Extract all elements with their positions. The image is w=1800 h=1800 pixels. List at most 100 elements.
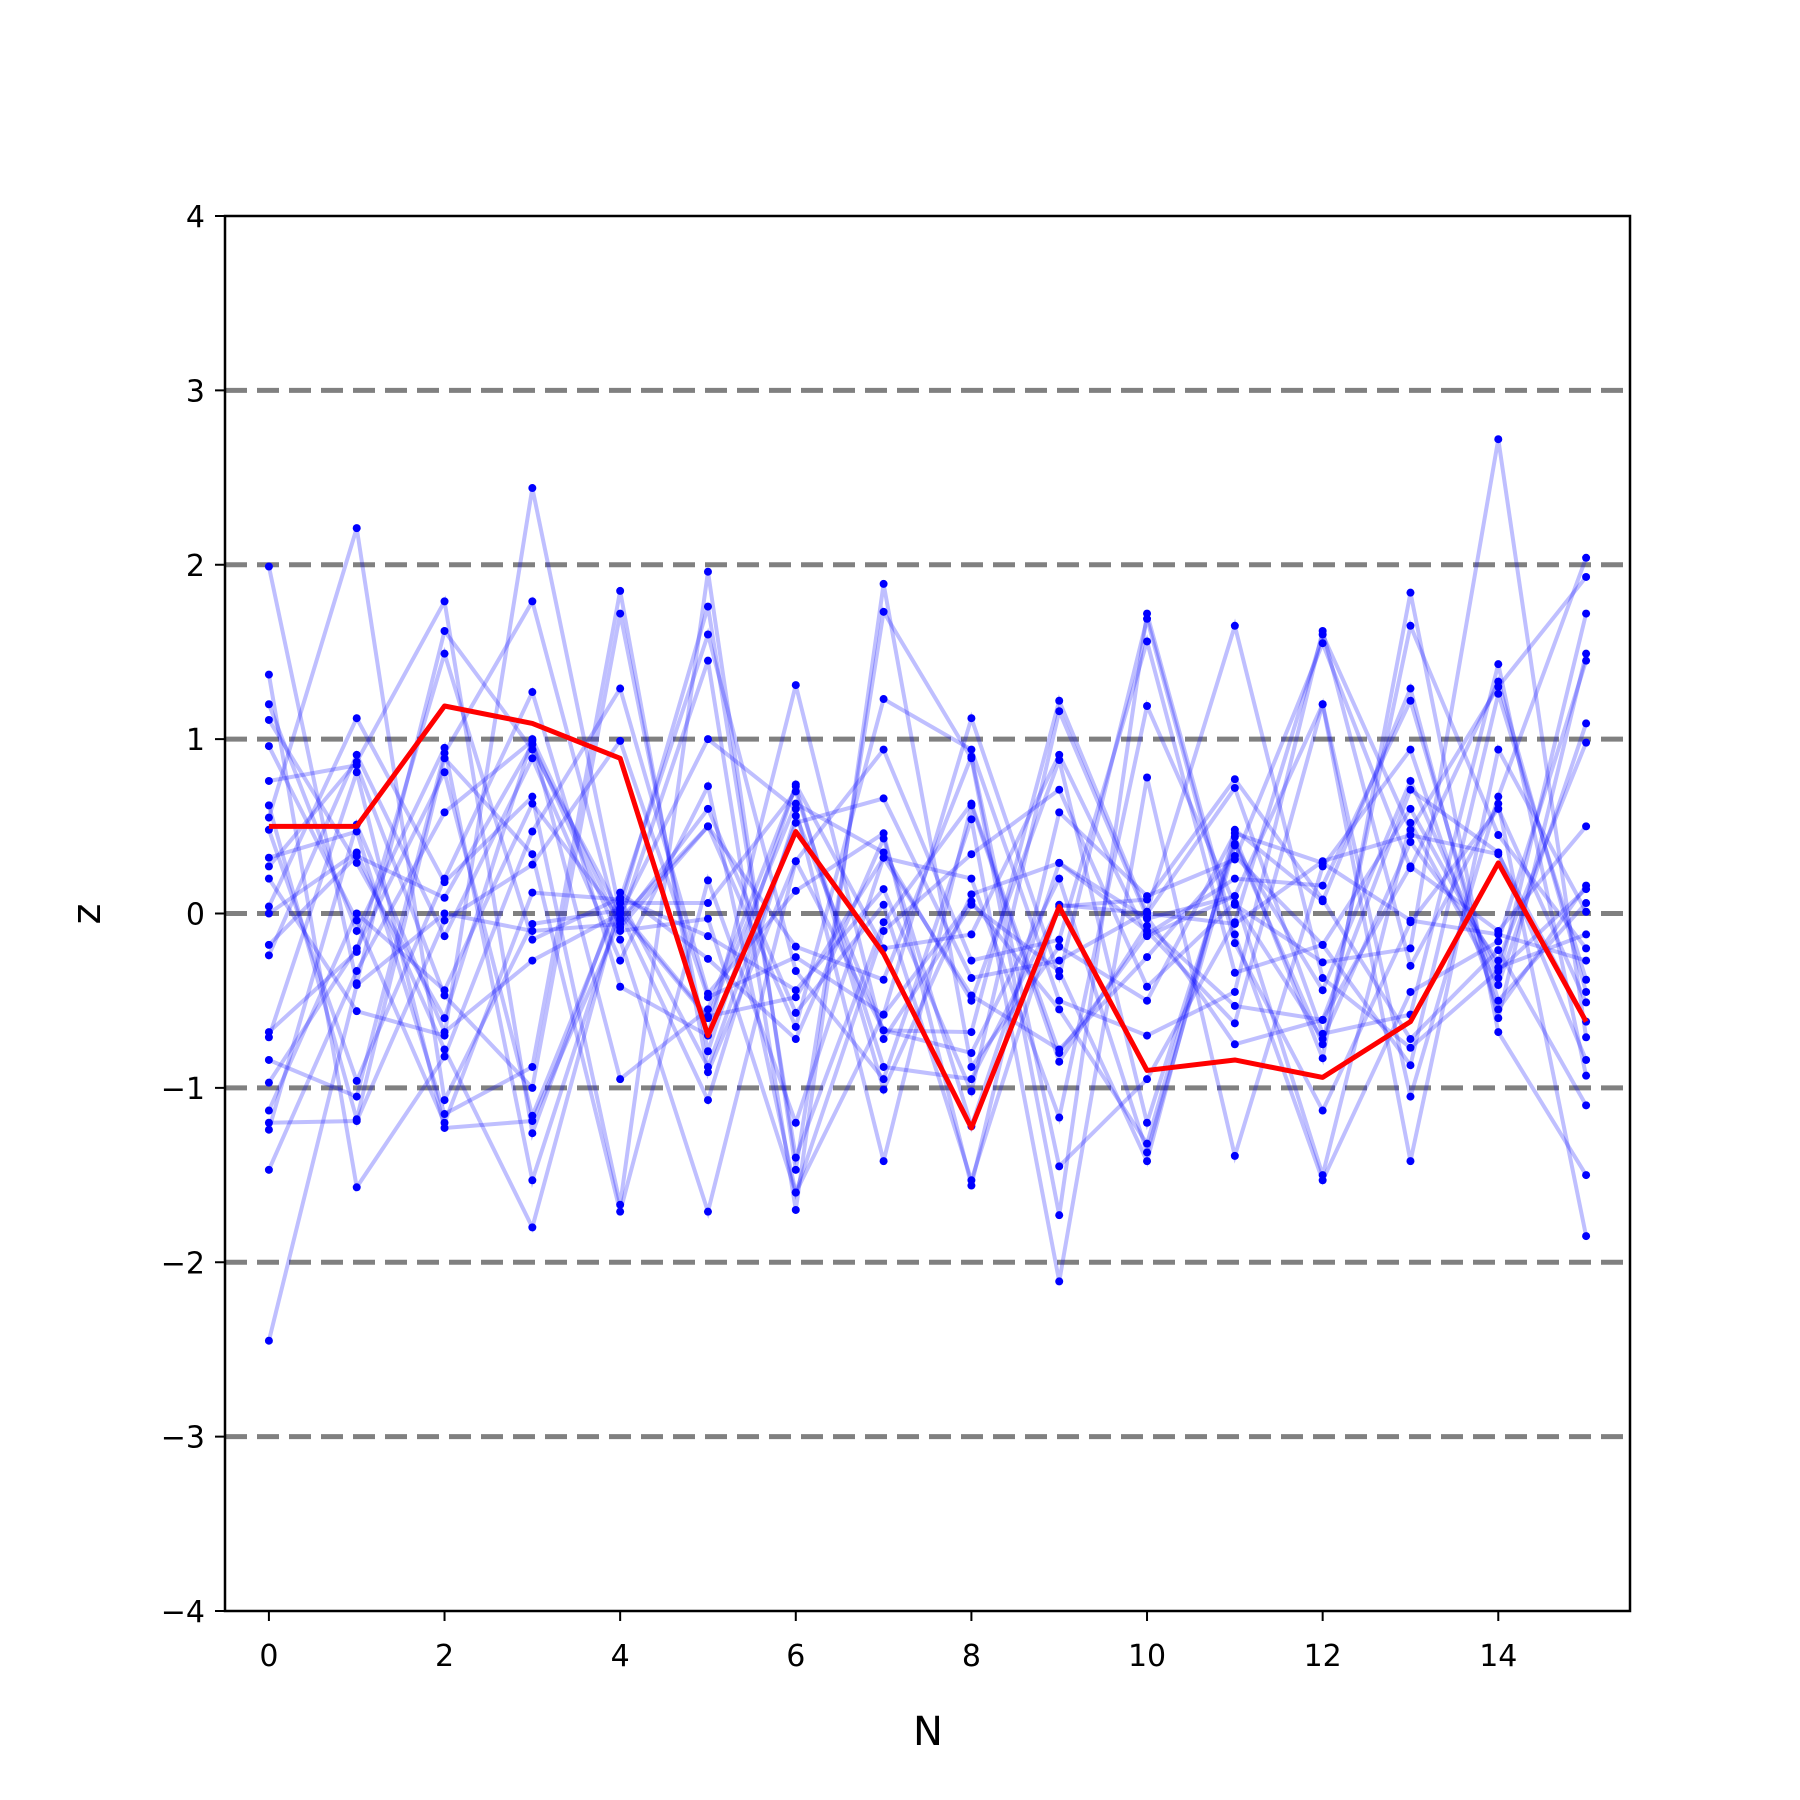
background-series-point (1406, 696, 1415, 705)
background-series-point (1406, 1092, 1415, 1101)
background-series-point (879, 579, 888, 588)
background-series-point (264, 1055, 273, 1064)
background-series-point (616, 609, 625, 618)
background-series-point (703, 1096, 712, 1105)
background-series-point (352, 1183, 361, 1192)
background-series-point (1230, 783, 1239, 792)
background-series-point (440, 1110, 449, 1119)
background-series-point (967, 874, 976, 883)
background-series-point (791, 804, 800, 813)
background-series-point (616, 736, 625, 745)
background-series-point (1055, 942, 1064, 951)
y-tick-label: 4 (186, 200, 205, 235)
background-series-point (791, 1153, 800, 1162)
background-series-point (791, 986, 800, 995)
background-series-point (528, 935, 537, 944)
x-tick-label: 2 (435, 1639, 454, 1674)
background-series-point (1055, 750, 1064, 759)
background-series-point (264, 1078, 273, 1087)
background-series-point (791, 942, 800, 951)
background-series-point (1230, 841, 1239, 850)
background-series-line (266, 736, 1588, 1162)
background-series-point (264, 776, 273, 785)
background-series-point (1230, 1151, 1239, 1160)
background-series-point (967, 714, 976, 723)
background-series-point (1494, 1028, 1503, 1037)
background-series-point (1143, 1118, 1152, 1127)
background-series-point (703, 782, 712, 791)
background-series-points (264, 435, 1591, 1345)
y-tick-label: 0 (186, 898, 205, 933)
background-series-point (528, 1111, 537, 1120)
background-series-point (352, 827, 361, 836)
background-series-point (791, 1205, 800, 1214)
background-series-point (1494, 831, 1503, 840)
background-series-point (1230, 968, 1239, 977)
background-series-point (440, 878, 449, 887)
background-series-point (528, 850, 537, 859)
background-series-point (1582, 975, 1591, 984)
background-series-point (1494, 1005, 1503, 1014)
y-tick-label: 1 (186, 723, 205, 758)
background-series-point (528, 1176, 537, 1185)
background-series-point (352, 980, 361, 989)
background-series-point (1494, 956, 1503, 965)
background-series-point (1494, 926, 1503, 935)
background-series-point (1318, 630, 1327, 639)
background-series-line (267, 583, 1587, 1211)
background-series-point (264, 1106, 273, 1115)
background-series-point (1143, 1148, 1152, 1157)
background-series-line (267, 741, 1588, 1201)
background-series-point (1230, 851, 1239, 860)
background-series-point (528, 597, 537, 606)
background-series-point (440, 749, 449, 758)
x-tick-label: 8 (962, 1639, 981, 1674)
background-series-line (267, 595, 1588, 1162)
background-series-point (791, 857, 800, 866)
background-series-point (1055, 1162, 1064, 1171)
x-tick-label: 4 (611, 1639, 630, 1674)
background-series-point (264, 940, 273, 949)
background-series-point (352, 768, 361, 777)
background-series-point (967, 1176, 976, 1185)
background-series-point (352, 750, 361, 759)
background-series-point (967, 1062, 976, 1071)
background-series-point (1318, 639, 1327, 648)
background-series-point (1318, 958, 1327, 967)
background-series-point (1143, 895, 1152, 904)
background-series-point (703, 899, 712, 908)
background-series-point (1406, 588, 1415, 597)
background-series-point (1318, 1035, 1327, 1044)
background-series-point (1230, 919, 1239, 928)
background-series-point (1055, 996, 1064, 1005)
background-series-point (528, 1129, 537, 1138)
background-series-line (267, 634, 1589, 1219)
background-series-point (1494, 1014, 1503, 1023)
background-series-point (879, 794, 888, 803)
background-series-point (879, 1035, 888, 1044)
background-series-point (264, 700, 273, 709)
background-series-point (1406, 684, 1415, 693)
background-series-point (967, 974, 976, 983)
background-series-point (264, 813, 273, 822)
background-series-point (440, 1028, 449, 1037)
background-series-point (1494, 792, 1503, 801)
background-series-point (1406, 1157, 1415, 1166)
background-series-line (266, 438, 1589, 1213)
background-series-point (1582, 944, 1591, 953)
background-series-point (528, 926, 537, 935)
background-series-point (879, 1026, 888, 1035)
background-series-point (1406, 918, 1415, 927)
background-series-point (264, 670, 273, 679)
background-series-point (352, 944, 361, 953)
background-series-point (1318, 881, 1327, 890)
background-series-point (264, 1118, 273, 1127)
background-series-point (1582, 1071, 1591, 1080)
background-series-point (440, 808, 449, 817)
background-series-point (440, 1123, 449, 1132)
background-series-point (1143, 1157, 1152, 1166)
background-series-point (703, 914, 712, 923)
background-series-line (266, 527, 1587, 1107)
background-series-point (352, 1007, 361, 1016)
background-series-point (791, 811, 800, 820)
